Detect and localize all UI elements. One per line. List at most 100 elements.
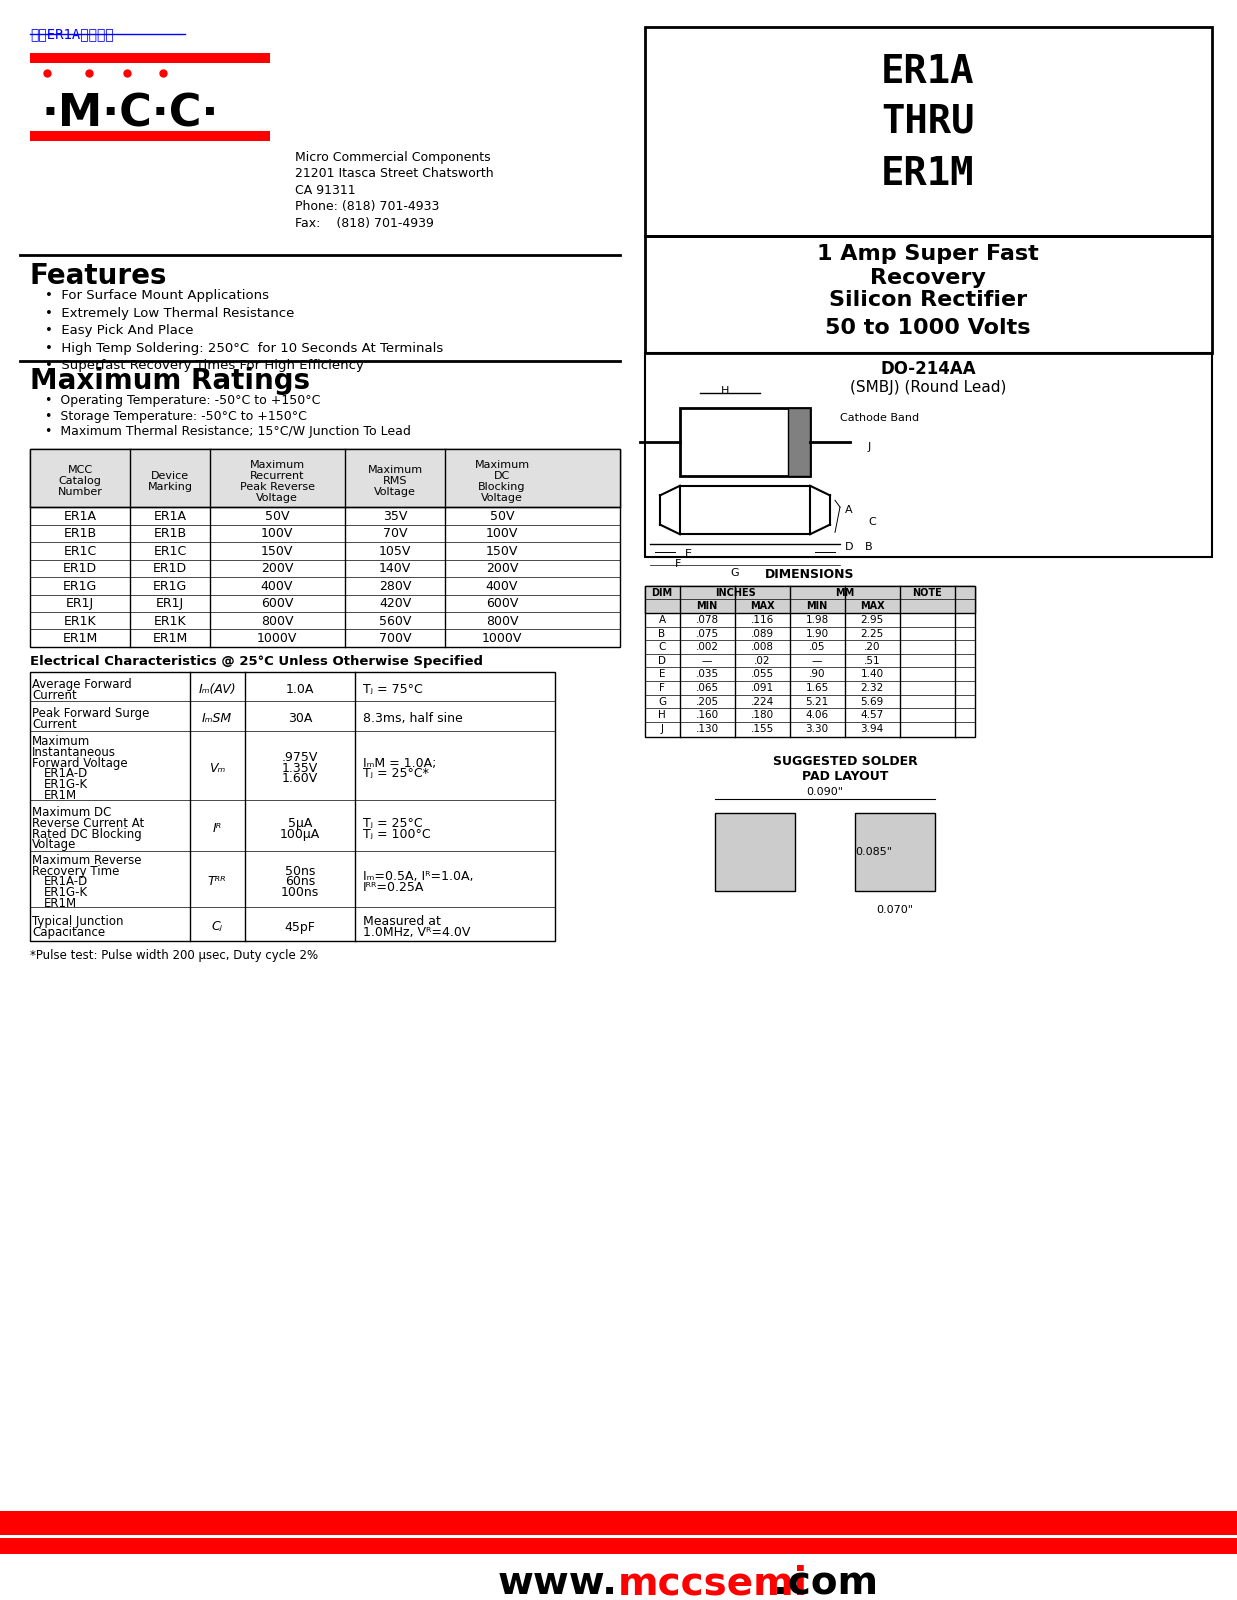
Text: 1.40: 1.40	[861, 669, 883, 680]
Text: E: E	[659, 669, 666, 680]
Bar	[855, 813, 935, 891]
Text: MAX: MAX	[860, 602, 884, 611]
Text: ER1G-K: ER1G-K	[45, 886, 88, 899]
Text: 150V: 150V	[486, 546, 518, 558]
Text: B: B	[658, 629, 666, 638]
Text: J: J	[868, 442, 871, 453]
Text: THRU: THRU	[881, 102, 975, 141]
Text: H: H	[658, 710, 666, 720]
Text: •  Extremely Low Thermal Resistance: • Extremely Low Thermal Resistance	[45, 307, 294, 320]
Text: 21201 Itasca Street Chatsworth: 21201 Itasca Street Chatsworth	[294, 166, 494, 181]
Text: 200V: 200V	[486, 563, 518, 576]
Text: (SMBJ) (Round Lead): (SMBJ) (Round Lead)	[850, 379, 1006, 395]
Text: •  Easy Pick And Place: • Easy Pick And Place	[45, 325, 193, 338]
Text: Measured at: Measured at	[362, 915, 440, 928]
Text: 60ns: 60ns	[285, 875, 315, 888]
Text: •  Maximum Thermal Resistance; 15°C/W Junction To Lead: • Maximum Thermal Resistance; 15°C/W Jun…	[45, 426, 411, 438]
Text: IₘSM: IₘSM	[202, 712, 233, 725]
Text: ER1M: ER1M	[62, 632, 98, 645]
Text: 5μA: 5μA	[288, 818, 312, 830]
Text: Vₘ: Vₘ	[209, 762, 225, 774]
Text: DC: DC	[494, 470, 510, 482]
Text: —: —	[701, 656, 713, 666]
Bar	[30, 53, 270, 62]
Text: Fax:    (818) 701-4939: Fax: (818) 701-4939	[294, 216, 434, 230]
Text: ER1J: ER1J	[66, 597, 94, 611]
Text: ER1M: ER1M	[45, 896, 77, 910]
Bar	[788, 408, 810, 477]
Text: ER1G: ER1G	[153, 579, 187, 594]
Text: ER1M: ER1M	[881, 155, 975, 194]
Text: Recurrent: Recurrent	[250, 470, 304, 482]
Text: 0.070": 0.070"	[877, 906, 913, 915]
Text: 1.35V: 1.35V	[282, 762, 318, 774]
Text: INCHES: INCHES	[715, 587, 756, 598]
Text: .035: .035	[695, 669, 719, 680]
Text: ER1G-K: ER1G-K	[45, 778, 88, 790]
Text: DIMENSIONS: DIMENSIONS	[766, 568, 855, 581]
Text: 560V: 560V	[379, 614, 411, 627]
Text: 70V: 70V	[382, 528, 407, 541]
Text: 105V: 105V	[379, 546, 411, 558]
Text: ER1A-D: ER1A-D	[45, 875, 88, 888]
Text: 1.60V: 1.60V	[282, 773, 318, 786]
Text: 1.90: 1.90	[805, 629, 829, 638]
Text: 800V: 800V	[486, 614, 518, 627]
Text: Tⱼ = 25°C*: Tⱼ = 25°C*	[362, 768, 429, 781]
Bar	[30, 450, 620, 646]
Text: .130: .130	[695, 723, 719, 734]
Bar	[30, 450, 620, 507]
Text: C: C	[658, 642, 666, 653]
Text: •  Superfast Recovery Times For High Efficiency: • Superfast Recovery Times For High Effi…	[45, 360, 364, 373]
Text: .116: .116	[751, 614, 773, 626]
Text: .091: .091	[751, 683, 773, 693]
Text: F: F	[659, 683, 666, 693]
Text: Iₘ(AV): Iₘ(AV)	[198, 683, 236, 696]
Text: Electrical Characteristics @ 25°C Unless Otherwise Specified: Electrical Characteristics @ 25°C Unless…	[30, 654, 482, 667]
Text: Current: Current	[32, 718, 77, 731]
Text: ER1D: ER1D	[153, 563, 187, 576]
Text: Number: Number	[58, 486, 103, 496]
Text: 35V: 35V	[382, 510, 407, 523]
Text: Rated DC Blocking: Rated DC Blocking	[32, 827, 142, 840]
Text: H: H	[721, 386, 729, 395]
Bar	[30, 131, 270, 141]
Text: •  Storage Temperature: -50°C to +150°C: • Storage Temperature: -50°C to +150°C	[45, 410, 307, 422]
Text: .075: .075	[695, 629, 719, 638]
Text: C: C	[868, 517, 876, 526]
Bar	[30, 450, 620, 507]
Text: Average Forward: Average Forward	[32, 678, 132, 691]
Text: .224: .224	[751, 696, 773, 707]
Text: Maximum: Maximum	[250, 461, 304, 470]
Text: J: J	[661, 723, 663, 734]
Bar	[644, 352, 1212, 557]
Bar	[644, 586, 975, 613]
Text: Device: Device	[151, 470, 189, 482]
Text: 50V: 50V	[265, 510, 289, 523]
Text: .20: .20	[863, 642, 881, 653]
Text: •  Operating Temperature: -50°C to +150°C: • Operating Temperature: -50°C to +150°C	[45, 395, 320, 408]
Text: Voltage: Voltage	[481, 493, 523, 502]
Text: ER1J: ER1J	[156, 597, 184, 611]
Text: •  For Surface Mount Applications: • For Surface Mount Applications	[45, 290, 268, 302]
Text: Typical Junction: Typical Junction	[32, 915, 124, 928]
Text: Maximum Ratings: Maximum Ratings	[30, 368, 310, 395]
Text: .02: .02	[753, 656, 771, 666]
Text: 1.0MHz, Vᴿ=4.0V: 1.0MHz, Vᴿ=4.0V	[362, 926, 470, 939]
Text: 3.94: 3.94	[861, 723, 883, 734]
Text: .089: .089	[751, 629, 773, 638]
Text: Reverse Current At: Reverse Current At	[32, 818, 145, 830]
Text: 600V: 600V	[261, 597, 293, 611]
Text: ER1K: ER1K	[63, 614, 96, 627]
Text: 30A: 30A	[288, 712, 312, 725]
Text: www.: www.	[499, 1565, 618, 1600]
Text: 280V: 280V	[379, 579, 411, 594]
Text: .002: .002	[695, 642, 719, 653]
Text: Maximum DC: Maximum DC	[32, 806, 111, 819]
Text: ER1A-D: ER1A-D	[45, 768, 88, 781]
Text: 400V: 400V	[486, 579, 518, 594]
Bar	[715, 813, 795, 891]
Text: .975V: .975V	[282, 750, 318, 763]
Text: CA 91311: CA 91311	[294, 184, 355, 197]
Text: Current: Current	[32, 688, 77, 702]
